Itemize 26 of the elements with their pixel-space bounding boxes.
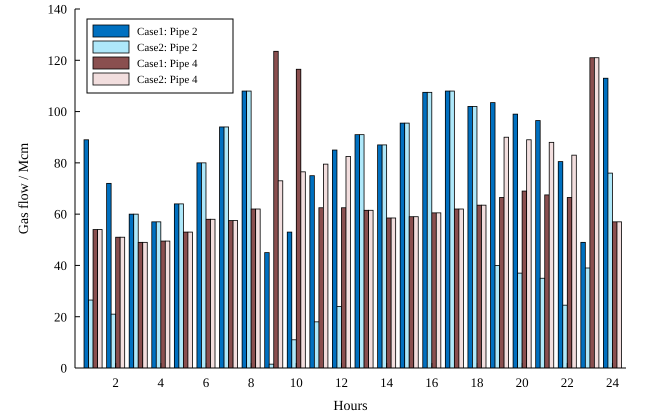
x-tick-label: 20 — [516, 375, 529, 390]
y-tick-label: 0 — [60, 360, 67, 376]
x-tick-label: 6 — [202, 375, 210, 390]
y-tick-label: 60 — [54, 206, 67, 222]
legend-label: Case1: Pipe 2 — [137, 26, 198, 38]
x-tick-label: 12 — [334, 375, 348, 390]
y-tick-label: 80 — [54, 155, 67, 170]
y-axis-title: Gas flow / Mcm — [17, 142, 32, 234]
x-tick-label: 8 — [248, 375, 254, 390]
legend-label: Case2: Pipe 2 — [137, 42, 198, 54]
y-tick-label: 120 — [48, 52, 67, 68]
legend-label: Case1: Pipe 4 — [137, 58, 198, 70]
y-tick-label: 20 — [54, 309, 67, 324]
x-tick-label: 22 — [560, 375, 574, 390]
x-tick-label: 4 — [158, 375, 165, 390]
x-axis-title: Hours — [333, 399, 368, 414]
x-tick-label: 18 — [470, 375, 484, 390]
x-tick-label: 2 — [112, 375, 119, 390]
legend-label: Case2: Pipe 4 — [137, 74, 198, 86]
y-tick-label: 40 — [54, 258, 67, 273]
x-tick-label: 10 — [290, 375, 303, 390]
x-tick-label: 14 — [380, 375, 394, 390]
y-tick-label: 100 — [48, 104, 67, 120]
x-tick-label: 16 — [425, 375, 439, 390]
x-tick-label: 24 — [606, 375, 620, 390]
y-tick-label: 140 — [48, 2, 67, 17]
